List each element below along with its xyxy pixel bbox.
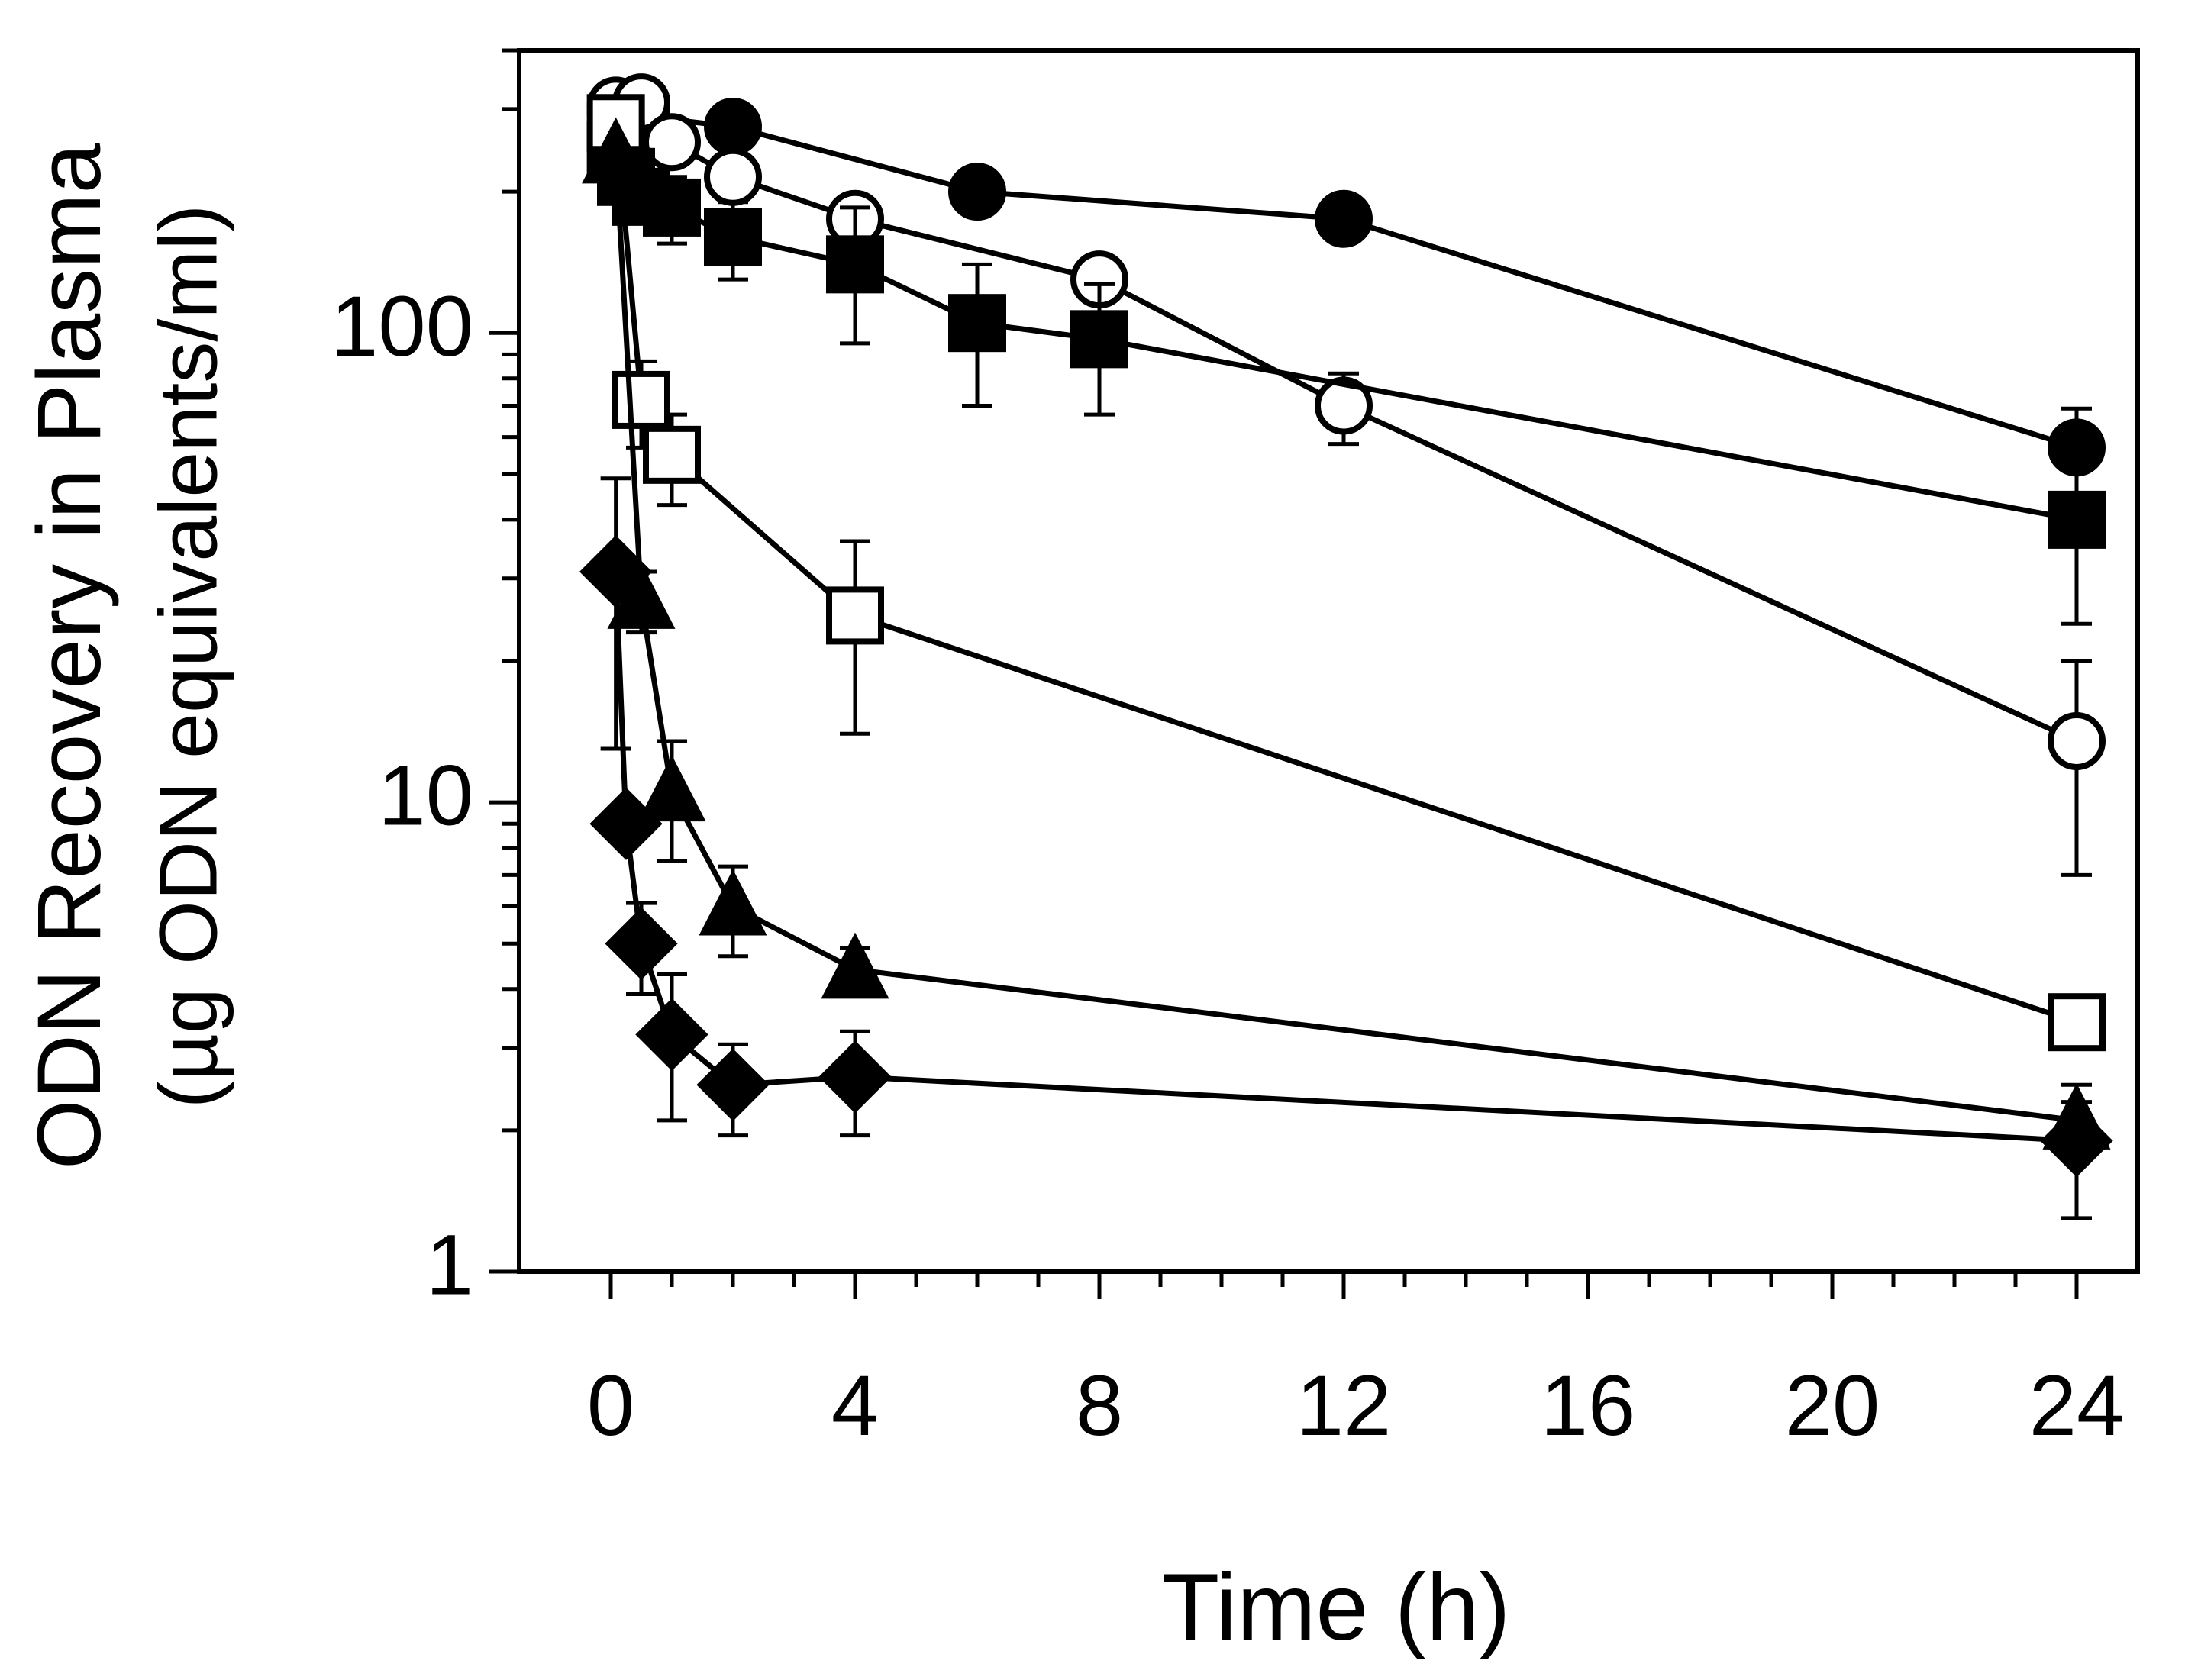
filled-diamond-point	[2040, 1104, 2113, 1178]
filled-circle-point	[704, 98, 762, 156]
open-square-point	[643, 425, 701, 484]
filled-triangle-point	[821, 932, 889, 999]
x-tick-label: 8	[1076, 1358, 1123, 1453]
x-axis-ticks: 0 4 8 12 16 20 24	[587, 1272, 2124, 1453]
filled-diamond-point	[589, 787, 663, 860]
filled-triangle-point	[699, 869, 767, 936]
filled-square-point	[2048, 490, 2106, 549]
x-tick-label: 24	[2029, 1358, 2125, 1453]
open-circle-point	[704, 147, 762, 206]
x-tick-label: 12	[1296, 1358, 1392, 1453]
open-circle-point	[643, 113, 701, 172]
filled-circle-point	[948, 163, 1006, 221]
open-square-point	[826, 586, 884, 645]
y-axis-label-line1: ODN Recovery in Plasma	[19, 143, 120, 1170]
filled-square-point	[643, 178, 701, 237]
x-tick-label: 20	[1785, 1358, 1880, 1453]
x-tick-label: 4	[831, 1358, 879, 1453]
y-tick-label: 1	[426, 1217, 473, 1313]
filled-diamond-point	[605, 907, 678, 980]
filled-square-point	[704, 208, 762, 266]
series-filled-diamond	[579, 476, 2113, 1220]
filled-square-point	[826, 235, 884, 294]
filled-triangle-point	[582, 117, 650, 184]
open-circle-point	[1315, 376, 1373, 435]
filled-diamond-point	[696, 1048, 770, 1121]
filled-triangle-point	[637, 755, 706, 822]
filled-square-point	[1070, 310, 1128, 369]
filled-triangle-line	[613, 154, 2077, 1124]
filled-diamond-point	[818, 1040, 892, 1114]
x-axis-label: Time (h)	[1162, 1555, 1511, 1660]
filled-diamond-line	[613, 571, 2077, 1144]
filled-diamond-point	[579, 535, 653, 608]
filled-diamond-point	[635, 998, 708, 1072]
y-axis-ticks: 1 10 100	[331, 48, 519, 1313]
series-open-square	[586, 94, 2106, 1052]
filled-square-point	[948, 294, 1006, 353]
series-filled-triangle	[582, 117, 2111, 1150]
filled-circle-point	[1315, 189, 1373, 248]
x-tick-label: 16	[1541, 1358, 1636, 1453]
filled-triangle-point	[607, 563, 676, 629]
open-square-point	[2048, 993, 2106, 1052]
open-circle-point	[2048, 711, 2106, 770]
y-tick-label: 10	[378, 748, 473, 843]
series-layer	[579, 73, 2113, 1220]
open-square-point	[612, 370, 670, 429]
x-tick-label: 0	[587, 1358, 634, 1453]
y-axis-label-line2: (µg ODN equivalents/ml)	[142, 205, 234, 1109]
y-tick-label: 100	[331, 279, 473, 374]
